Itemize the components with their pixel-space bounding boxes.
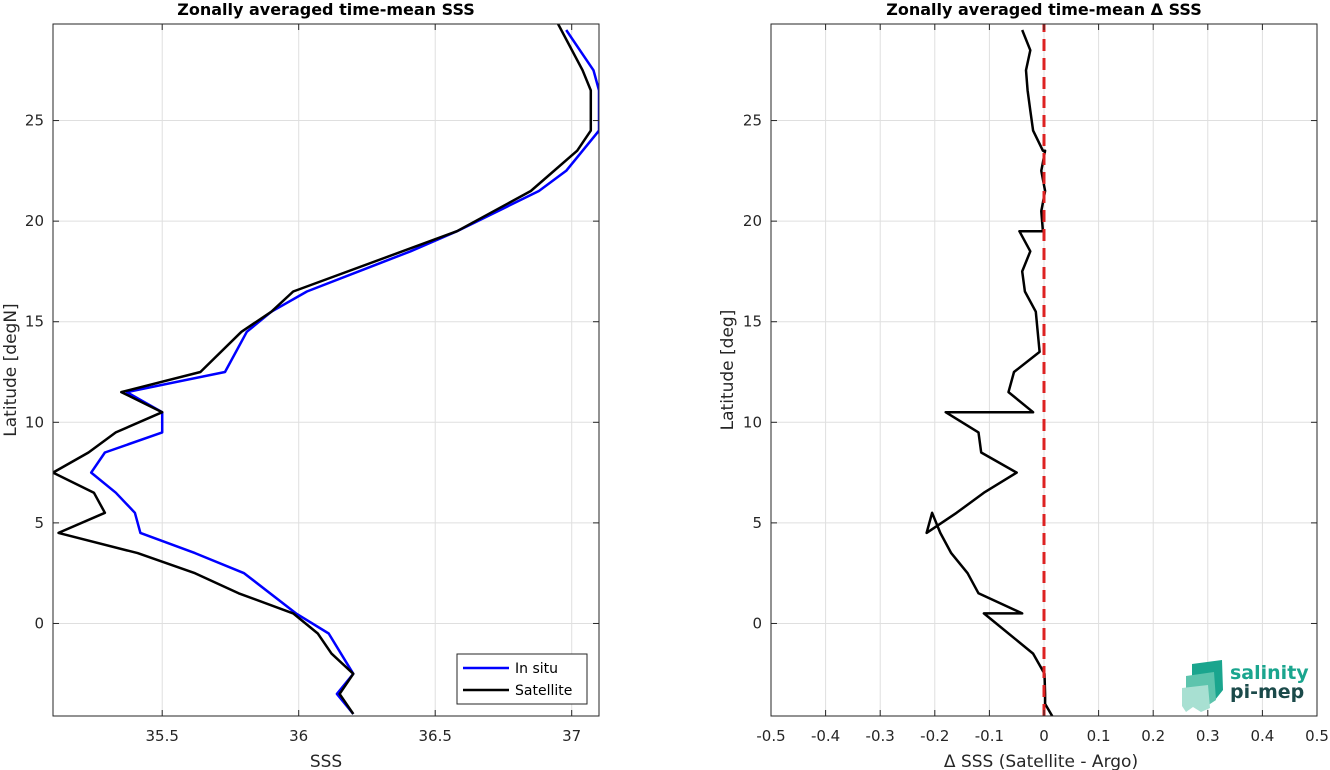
x-tick-label: -0.5 [756, 727, 785, 745]
y-tick-label: 25 [743, 112, 762, 130]
left-series [53, 24, 599, 715]
right-y-axis-label: Latitude [deg] [718, 310, 738, 431]
x-tick-label: 0.1 [1087, 727, 1111, 745]
x-tick-label: 0.5 [1305, 727, 1329, 745]
x-tick-label: -0.1 [975, 727, 1004, 745]
x-tick-label: -0.2 [920, 727, 949, 745]
left-panel: 35.5 36 36.5 37 0 5 10 15 20 25 Zonally averaged … [1, 0, 600, 770]
legend: In situ Satellite [456, 653, 588, 705]
satellite-series-line [53, 24, 593, 715]
y-tick-label: 20 [743, 212, 762, 230]
y-tick-label: 25 [25, 112, 44, 130]
y-tick-label: 15 [743, 313, 762, 331]
y-tick-label: 15 [25, 313, 44, 331]
left-y-axis-label: Latitude [degN] [1, 303, 21, 436]
right-ticks: -0.5 -0.4 -0.3 -0.2 -0.1 0 0.1 0.2 0.3 0.4 0.5 0 5 10… [743, 24, 1329, 745]
y-tick-label: 10 [25, 413, 44, 431]
right-series [925, 24, 1054, 716]
x-tick-label: 0.2 [1141, 727, 1165, 745]
x-tick-label: 36.5 [418, 727, 451, 745]
right-panel: -0.5 -0.4 -0.3 -0.2 -0.1 0 0.1 0.2 0.3 0.4 0.5 0 5 10… [718, 0, 1329, 770]
x-tick-label: 37 [562, 727, 581, 745]
left-grid [53, 24, 599, 716]
left-x-axis-label: SSS [310, 752, 342, 770]
y-tick-label: 10 [743, 413, 762, 431]
left-axes-box [52, 23, 600, 717]
delta-sss-series-line [925, 29, 1054, 716]
y-tick-label: 5 [34, 514, 44, 532]
left-ticks: 35.5 36 36.5 37 0 5 10 15 20 25 [25, 24, 599, 745]
salinity-pi-mep-logo: salinity pi-mep [1182, 660, 1309, 712]
y-tick-label: 0 [34, 614, 44, 632]
x-tick-label: -0.3 [866, 727, 895, 745]
left-chart-title: Zonally averaged time-mean SSS [177, 0, 475, 19]
x-tick-label: 0.3 [1196, 727, 1220, 745]
y-tick-label: 5 [752, 514, 762, 532]
right-x-axis-label: Δ SSS (Satellite - Argo) [944, 752, 1138, 770]
x-tick-label: 35.5 [145, 727, 178, 745]
legend-label-satellite: Satellite [515, 683, 572, 699]
x-tick-label: 0.4 [1250, 727, 1274, 745]
y-tick-label: 20 [25, 212, 44, 230]
legend-label-in-situ: In situ [515, 661, 558, 677]
logo-wave-icon [1182, 660, 1223, 712]
x-tick-label: 0 [1039, 727, 1049, 745]
x-tick-label: -0.4 [811, 727, 840, 745]
logo-text-pi-mep: pi-mep [1230, 681, 1304, 703]
legend-box [456, 653, 588, 705]
right-chart-title: Zonally averaged time-mean Δ SSS [886, 0, 1202, 19]
y-tick-label: 0 [752, 614, 762, 632]
x-tick-label: 36 [289, 727, 308, 745]
logo-text-salinity: salinity [1230, 662, 1309, 684]
